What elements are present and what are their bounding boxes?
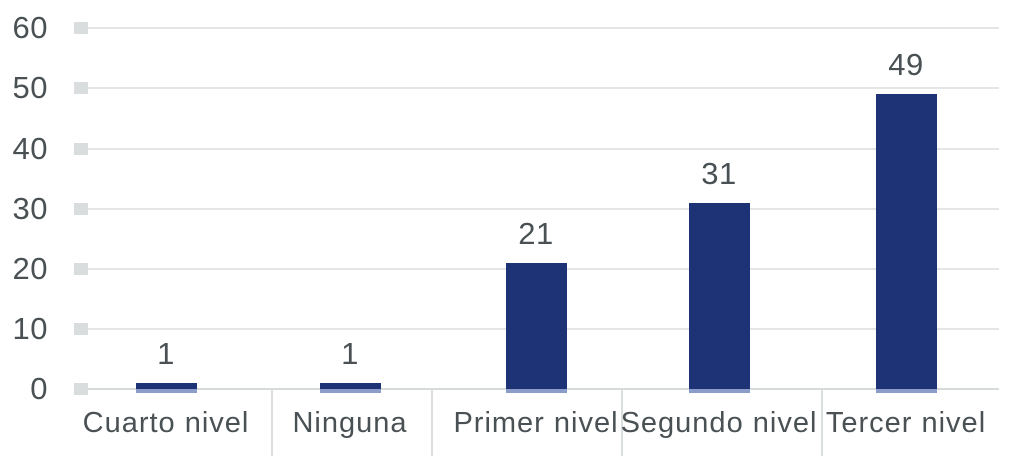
x-axis-category-label: Tercer nivel — [825, 407, 987, 439]
y-axis-tick-mark — [74, 82, 88, 95]
y-axis-tick-label: 0 — [30, 371, 48, 407]
y-axis-tick-label: 20 — [12, 250, 48, 286]
y-axis-tick-mark — [74, 383, 88, 396]
category-divider — [271, 390, 273, 456]
x-axis-category-label: Cuarto nivel — [82, 407, 250, 439]
bar-value-label: 21 — [518, 215, 554, 251]
bar — [505, 262, 567, 394]
y-axis-tick-mark — [74, 202, 88, 215]
bar-value-label: 49 — [888, 47, 924, 83]
x-axis-category-label: Primer nivel — [453, 407, 619, 439]
bar-value-label: 1 — [157, 336, 175, 372]
gridline — [87, 87, 999, 90]
bar-value-label: 1 — [341, 336, 359, 372]
y-axis-tick-mark — [74, 262, 88, 275]
y-axis-tick-mark — [74, 323, 88, 336]
y-axis-tick-label: 40 — [12, 130, 48, 166]
category-divider — [431, 390, 433, 456]
bar-value-label: 31 — [701, 155, 737, 191]
y-axis-tick-mark — [74, 22, 88, 35]
bar — [688, 202, 750, 394]
x-axis-category-label: Ninguna — [292, 407, 408, 439]
category-divider — [821, 390, 823, 456]
bar — [319, 383, 381, 394]
y-axis-tick-label: 60 — [12, 10, 48, 46]
bar — [875, 94, 937, 394]
gridline — [87, 207, 999, 210]
y-axis-tick-label: 10 — [12, 311, 48, 347]
y-axis-tick-label: 30 — [12, 190, 48, 226]
gridline — [87, 27, 999, 30]
y-axis-tick-label: 50 — [12, 70, 48, 106]
category-divider — [621, 390, 623, 456]
y-axis-tick-mark — [74, 142, 88, 155]
gridline — [87, 147, 999, 150]
x-axis-category-label: Segundo nivel — [620, 407, 818, 439]
bar — [135, 383, 197, 394]
